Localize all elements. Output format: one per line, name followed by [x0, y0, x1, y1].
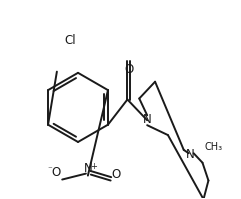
Text: CH₃: CH₃ [204, 142, 222, 152]
Text: Cl: Cl [64, 34, 76, 47]
Text: O: O [111, 168, 120, 180]
Text: +: + [90, 162, 97, 171]
Text: O: O [52, 166, 61, 179]
Text: O: O [124, 63, 134, 76]
Text: N: N [143, 113, 152, 126]
Text: ⁻: ⁻ [47, 165, 52, 174]
Text: N: N [84, 162, 92, 175]
Text: N: N [186, 148, 195, 161]
